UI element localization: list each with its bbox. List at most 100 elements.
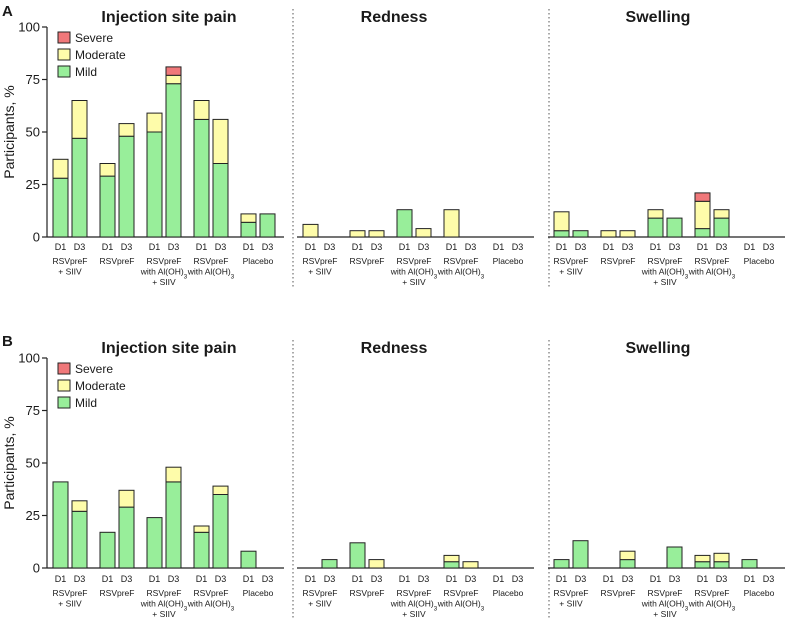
day-tick-label: D1 [744,242,756,252]
bar-segment-moderate [240,213,257,223]
group-label: RSVpreF [303,256,338,266]
bar-segment-mild [553,230,570,238]
legend-label-moderate: Moderate [75,379,126,393]
day-tick-label: D1 [556,242,568,252]
group-label: RSVpreF [397,588,432,598]
day-tick-label: D3 [465,574,477,584]
day-tick-label: D1 [196,242,208,252]
day-tick-label: D3 [575,242,587,252]
subscript-3: 3 [434,605,438,612]
y-tick-label: 0 [33,561,40,576]
bar-segment-mild [71,510,88,569]
bar-segment-moderate [349,230,366,238]
bar-segment-mild [694,228,711,238]
day-tick-label: D3 [575,574,587,584]
day-tick-label: D3 [763,242,775,252]
bar-segment-moderate [118,123,135,137]
bar-segment-moderate [302,223,319,238]
y-tick-label: 100 [18,20,40,35]
day-tick-label: D3 [512,242,524,252]
group-label: with Al(OH)3 [437,599,485,613]
group-label: + SIIV [402,277,426,287]
day-tick-label: D1 [493,242,505,252]
bar-segment-mild [694,561,711,569]
bar-segment-moderate [193,525,210,533]
day-tick-label: D1 [243,242,255,252]
bar-segment-mild [666,217,683,238]
bar-segment-mild [321,559,338,569]
day-tick-label: D3 [669,574,681,584]
section-title: Swelling [626,9,691,26]
panel-letter: A [2,3,13,20]
group-label: RSVpreF [147,588,182,598]
panel-b: B Participants, % 0 25 50 75 100 Injection site… [1,333,785,620]
y-tick-label: 25 [26,177,40,192]
day-tick-label: D1 [603,242,615,252]
subscript-3: 3 [434,273,438,280]
day-tick-label: D1 [399,574,411,584]
day-tick-label: D3 [215,574,227,584]
bar-segment-mild [193,118,210,238]
day-tick-label: D3 [121,574,133,584]
group-label: RSVpreF [194,588,229,598]
group-label: RSVpreF [601,588,636,598]
bar-segment-moderate [118,489,135,508]
legend-swatch-severe [57,31,71,44]
group-label: with Al(OH)3 [187,267,235,281]
group-label: RSVpreF [397,256,432,266]
subscript-3: 3 [231,273,235,280]
bar-segment-mild [553,559,570,569]
day-tick-label: D1 [446,574,458,584]
bar-segment-mild [146,517,163,569]
group-label: + SIIV [402,609,426,619]
legend-label-severe: Severe [75,31,113,45]
bar-segment-moderate [713,209,730,219]
day-tick-label: D1 [650,574,662,584]
legend-swatch-mild [57,396,71,409]
group-label: RSVpreF [100,256,135,266]
bar-segment-mild [240,550,257,569]
day-tick-label: D1 [744,574,756,584]
bar-segment-mild [572,230,589,238]
bar-segment-moderate [694,200,711,230]
bar-segment-mild [99,175,116,238]
day-tick-label: D3 [74,242,86,252]
day-tick-label: D1 [305,574,317,584]
day-tick-label: D1 [556,574,568,584]
day-tick-label: D3 [371,574,383,584]
group-label: RSVpreF [554,256,589,266]
bar-segment-mild [165,83,182,238]
day-tick-label: D3 [74,574,86,584]
bar-segment-moderate [619,550,636,561]
group-label: RSVpreF [554,588,589,598]
group-label: with Al(OH)3 [437,267,485,281]
group-label: RSVpreF [444,588,479,598]
group-label: RSVpreF [695,588,730,598]
day-tick-label: D3 [262,574,274,584]
bar-segment-moderate [368,230,385,238]
bar-segment-mild [52,481,69,569]
section-title: Redness [361,9,428,26]
bar-segment-mild [619,559,636,569]
subscript-3: 3 [481,273,485,280]
bar-segment-mild [146,131,163,238]
subscript-3: 3 [184,605,188,612]
bar-segment-mild [713,561,730,569]
day-tick-label: D1 [55,242,67,252]
bar-segment-mild [259,213,276,238]
section-title: Injection site pain [101,9,236,26]
y-axis-label: Participants, % [1,416,17,509]
group-label: + SIIV [308,267,332,277]
subscript-3: 3 [685,273,689,280]
group-label: Placebo [243,588,274,598]
legend-label-moderate: Moderate [75,48,126,62]
y-tick-label: 100 [18,351,40,366]
bar-segment-moderate [165,74,182,85]
group-label: + SIIV [58,267,82,277]
bar-segment-severe [694,192,711,202]
day-tick-label: D3 [215,242,227,252]
